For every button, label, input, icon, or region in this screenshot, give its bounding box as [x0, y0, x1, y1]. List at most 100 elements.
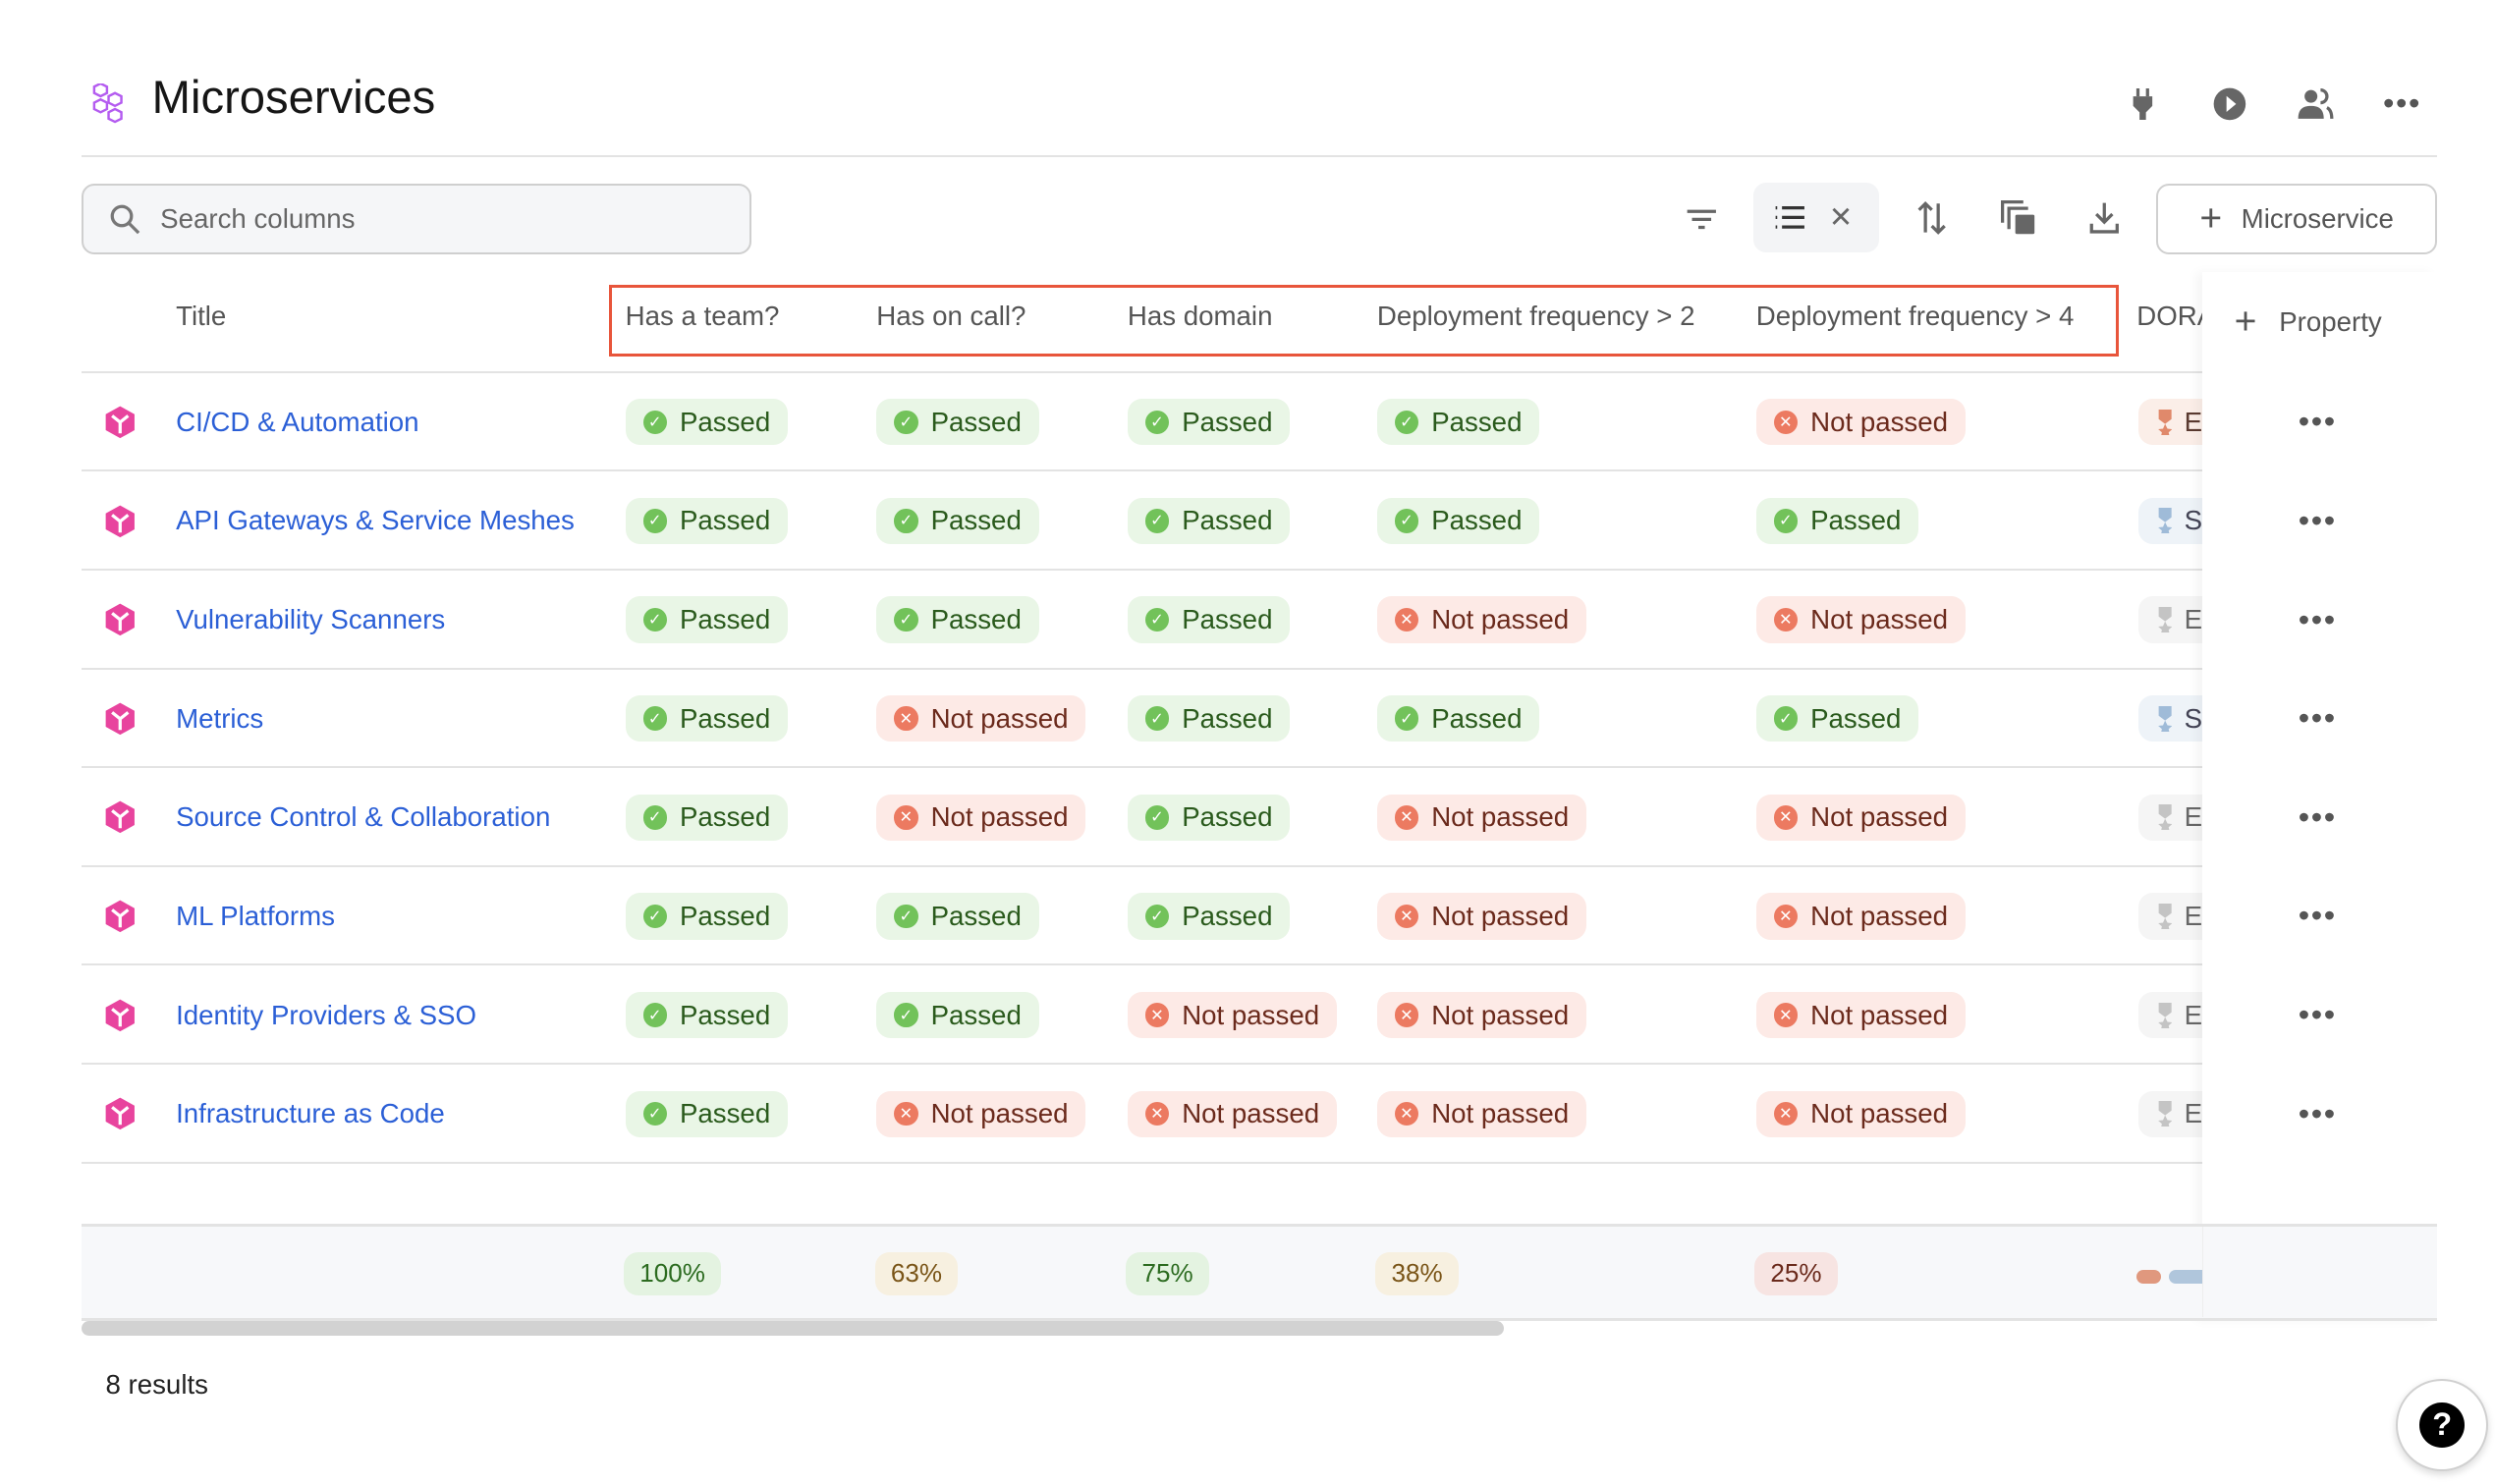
check-status-badge: ✕ Not passed [876, 1090, 1086, 1137]
help-icon: ? [2419, 1402, 2466, 1448]
filter-icon[interactable] [1683, 200, 1721, 239]
check-status-badge: ✓ Passed [625, 991, 789, 1039]
microservices-icon [92, 82, 123, 124]
header-divider [82, 370, 2438, 374]
group-by-control[interactable]: ✕ [1752, 182, 1880, 253]
divider [82, 154, 2438, 157]
x-circle-icon: ✕ [894, 805, 918, 830]
close-icon[interactable]: ✕ [1828, 200, 1854, 234]
add-property-button[interactable]: + Property [2234, 301, 2382, 344]
check-status-badge: ✓ Passed [1376, 497, 1540, 545]
medal-icon [2158, 705, 2172, 732]
pass-rate-badge: 25% [1754, 1251, 1838, 1295]
cube-icon [104, 768, 137, 867]
service-name-link[interactable]: ML Platforms [176, 900, 335, 931]
table-row[interactable]: Source Control & Collaboration ✓ Passed ✕ No… [82, 768, 2438, 867]
table-row[interactable]: Vulnerability Scanners ✓ Passed ✓ Passed ✓ Pas… [82, 571, 2438, 670]
check-status-badge: ✕ Not passed [1127, 1090, 1338, 1137]
x-circle-icon: ✕ [1773, 904, 1799, 929]
row-more-icon[interactable]: ••• [2298, 404, 2337, 440]
check-status-badge: ✓ Passed [625, 893, 789, 940]
check-status-badge: ✓ Passed [1376, 695, 1540, 742]
column-header-has-on-call[interactable]: Has on call? [876, 301, 1026, 332]
check-status-badge: ✓ Passed [876, 893, 1039, 940]
check-status-badge: ✕ Not passed [1755, 399, 1966, 446]
service-name-link[interactable]: Infrastructure as Code [176, 1098, 445, 1129]
x-circle-icon: ✕ [1144, 1003, 1170, 1027]
table-row[interactable]: Metrics ✓ Passed ✕ Not passed ✓ Passed ✓ Passed ✓… [82, 669, 2438, 769]
check-status-badge: ✓ Passed [625, 794, 789, 841]
medal-icon [2158, 409, 2172, 435]
check-circle-icon: ✓ [1773, 706, 1799, 731]
column-header-deploy-freq-4[interactable]: Deployment frequency > 4 [1755, 301, 2075, 332]
check-circle-icon: ✓ [1394, 706, 1419, 731]
table-row[interactable]: ML Platforms ✓ Passed ✓ Passed ✓ Passed ✕ Not pa… [82, 866, 2438, 966]
service-name-link[interactable]: Source Control & Collaboration [176, 801, 551, 833]
dora-dist-blue [2168, 1269, 2203, 1285]
column-header-deploy-freq-2[interactable]: Deployment frequency > 2 [1376, 301, 1695, 332]
check-circle-icon: ✓ [894, 607, 918, 632]
medal-icon [2158, 903, 2172, 929]
check-circle-icon: ✓ [642, 410, 667, 435]
dora-badge: E [2137, 399, 2203, 446]
medal-icon [2158, 804, 2172, 831]
horizontal-scrollbar[interactable] [82, 1320, 1504, 1336]
service-name-link[interactable]: API Gateways & Service Meshes [176, 505, 575, 536]
check-circle-icon: ✓ [1394, 509, 1419, 533]
row-more-icon[interactable]: ••• [2298, 997, 2337, 1033]
search-input[interactable] [160, 203, 640, 236]
frozen-footer [2202, 1226, 2438, 1318]
users-icon[interactable] [2295, 84, 2336, 123]
help-button[interactable]: ? [2396, 1378, 2489, 1471]
column-header-has-team[interactable]: Has a team? [625, 301, 780, 332]
row-more-icon[interactable]: ••• [2298, 898, 2337, 934]
check-circle-icon: ✓ [642, 805, 667, 830]
column-header-dora[interactable]: DORA [2136, 301, 2202, 332]
check-circle-icon: ✓ [894, 410, 918, 435]
table-row[interactable]: Infrastructure as Code ✓ Passed ✕ Not passed… [82, 1065, 2438, 1164]
dora-badge: E [2137, 1090, 2203, 1137]
service-name-link[interactable]: Vulnerability Scanners [176, 604, 446, 635]
check-status-badge: ✓ Passed [876, 497, 1039, 545]
column-header-title[interactable]: Title [176, 301, 227, 332]
check-status-badge: ✕ Not passed [1755, 893, 1966, 940]
check-status-badge: ✓ Passed [1127, 399, 1291, 446]
table-row[interactable]: CI/CD & Automation ✓ Passed ✓ Passed ✓ Passed ✓… [82, 372, 2438, 472]
medal-icon [2158, 1101, 2172, 1127]
play-icon[interactable] [2210, 84, 2248, 123]
row-more-icon[interactable]: ••• [2298, 601, 2337, 637]
check-circle-icon: ✓ [642, 706, 667, 731]
list-icon[interactable] [1770, 198, 1808, 237]
row-more-icon[interactable]: ••• [2298, 502, 2337, 538]
sort-icon[interactable] [1913, 198, 1951, 237]
copy-icon[interactable] [1999, 198, 2037, 237]
row-more-icon[interactable]: ••• [2298, 1095, 2337, 1131]
check-status-badge: ✓ Passed [1755, 497, 1919, 545]
x-circle-icon: ✕ [1394, 1101, 1419, 1127]
plug-icon[interactable] [2124, 84, 2162, 123]
more-icon[interactable]: ••• [2383, 85, 2422, 122]
check-status-badge: ✓ Passed [625, 596, 789, 643]
row-more-icon[interactable]: ••• [2298, 798, 2337, 835]
check-circle-icon: ✓ [1394, 410, 1419, 435]
x-circle-icon: ✕ [1394, 904, 1419, 929]
check-circle-icon: ✓ [642, 1101, 667, 1127]
download-icon[interactable] [2085, 198, 2124, 237]
service-name-link[interactable]: Identity Providers & SSO [176, 999, 476, 1030]
service-name-link[interactable]: Metrics [176, 702, 264, 734]
x-circle-icon: ✕ [1773, 1003, 1799, 1027]
x-circle-icon: ✕ [1394, 607, 1419, 632]
table-row[interactable]: Identity Providers & SSO ✓ Passed ✓ Passed ✕ N… [82, 965, 2438, 1066]
search-columns[interactable] [82, 184, 752, 254]
column-header-has-domain[interactable]: Has domain [1127, 301, 1273, 332]
x-circle-icon: ✕ [1394, 805, 1419, 830]
check-status-badge: ✓ Passed [1127, 794, 1291, 841]
medal-icon [2158, 1002, 2172, 1028]
table-row[interactable]: API Gateways & Service Meshes ✓ Passed ✓ Pas… [82, 471, 2438, 571]
check-status-badge: ✓ Passed [876, 991, 1039, 1039]
row-more-icon[interactable]: ••• [2298, 700, 2337, 737]
service-name-link[interactable]: CI/CD & Automation [176, 406, 419, 437]
dora-badge: S [2137, 497, 2203, 545]
add-microservice-button[interactable]: + Microservice [2155, 184, 2438, 254]
cube-icon [104, 372, 137, 471]
